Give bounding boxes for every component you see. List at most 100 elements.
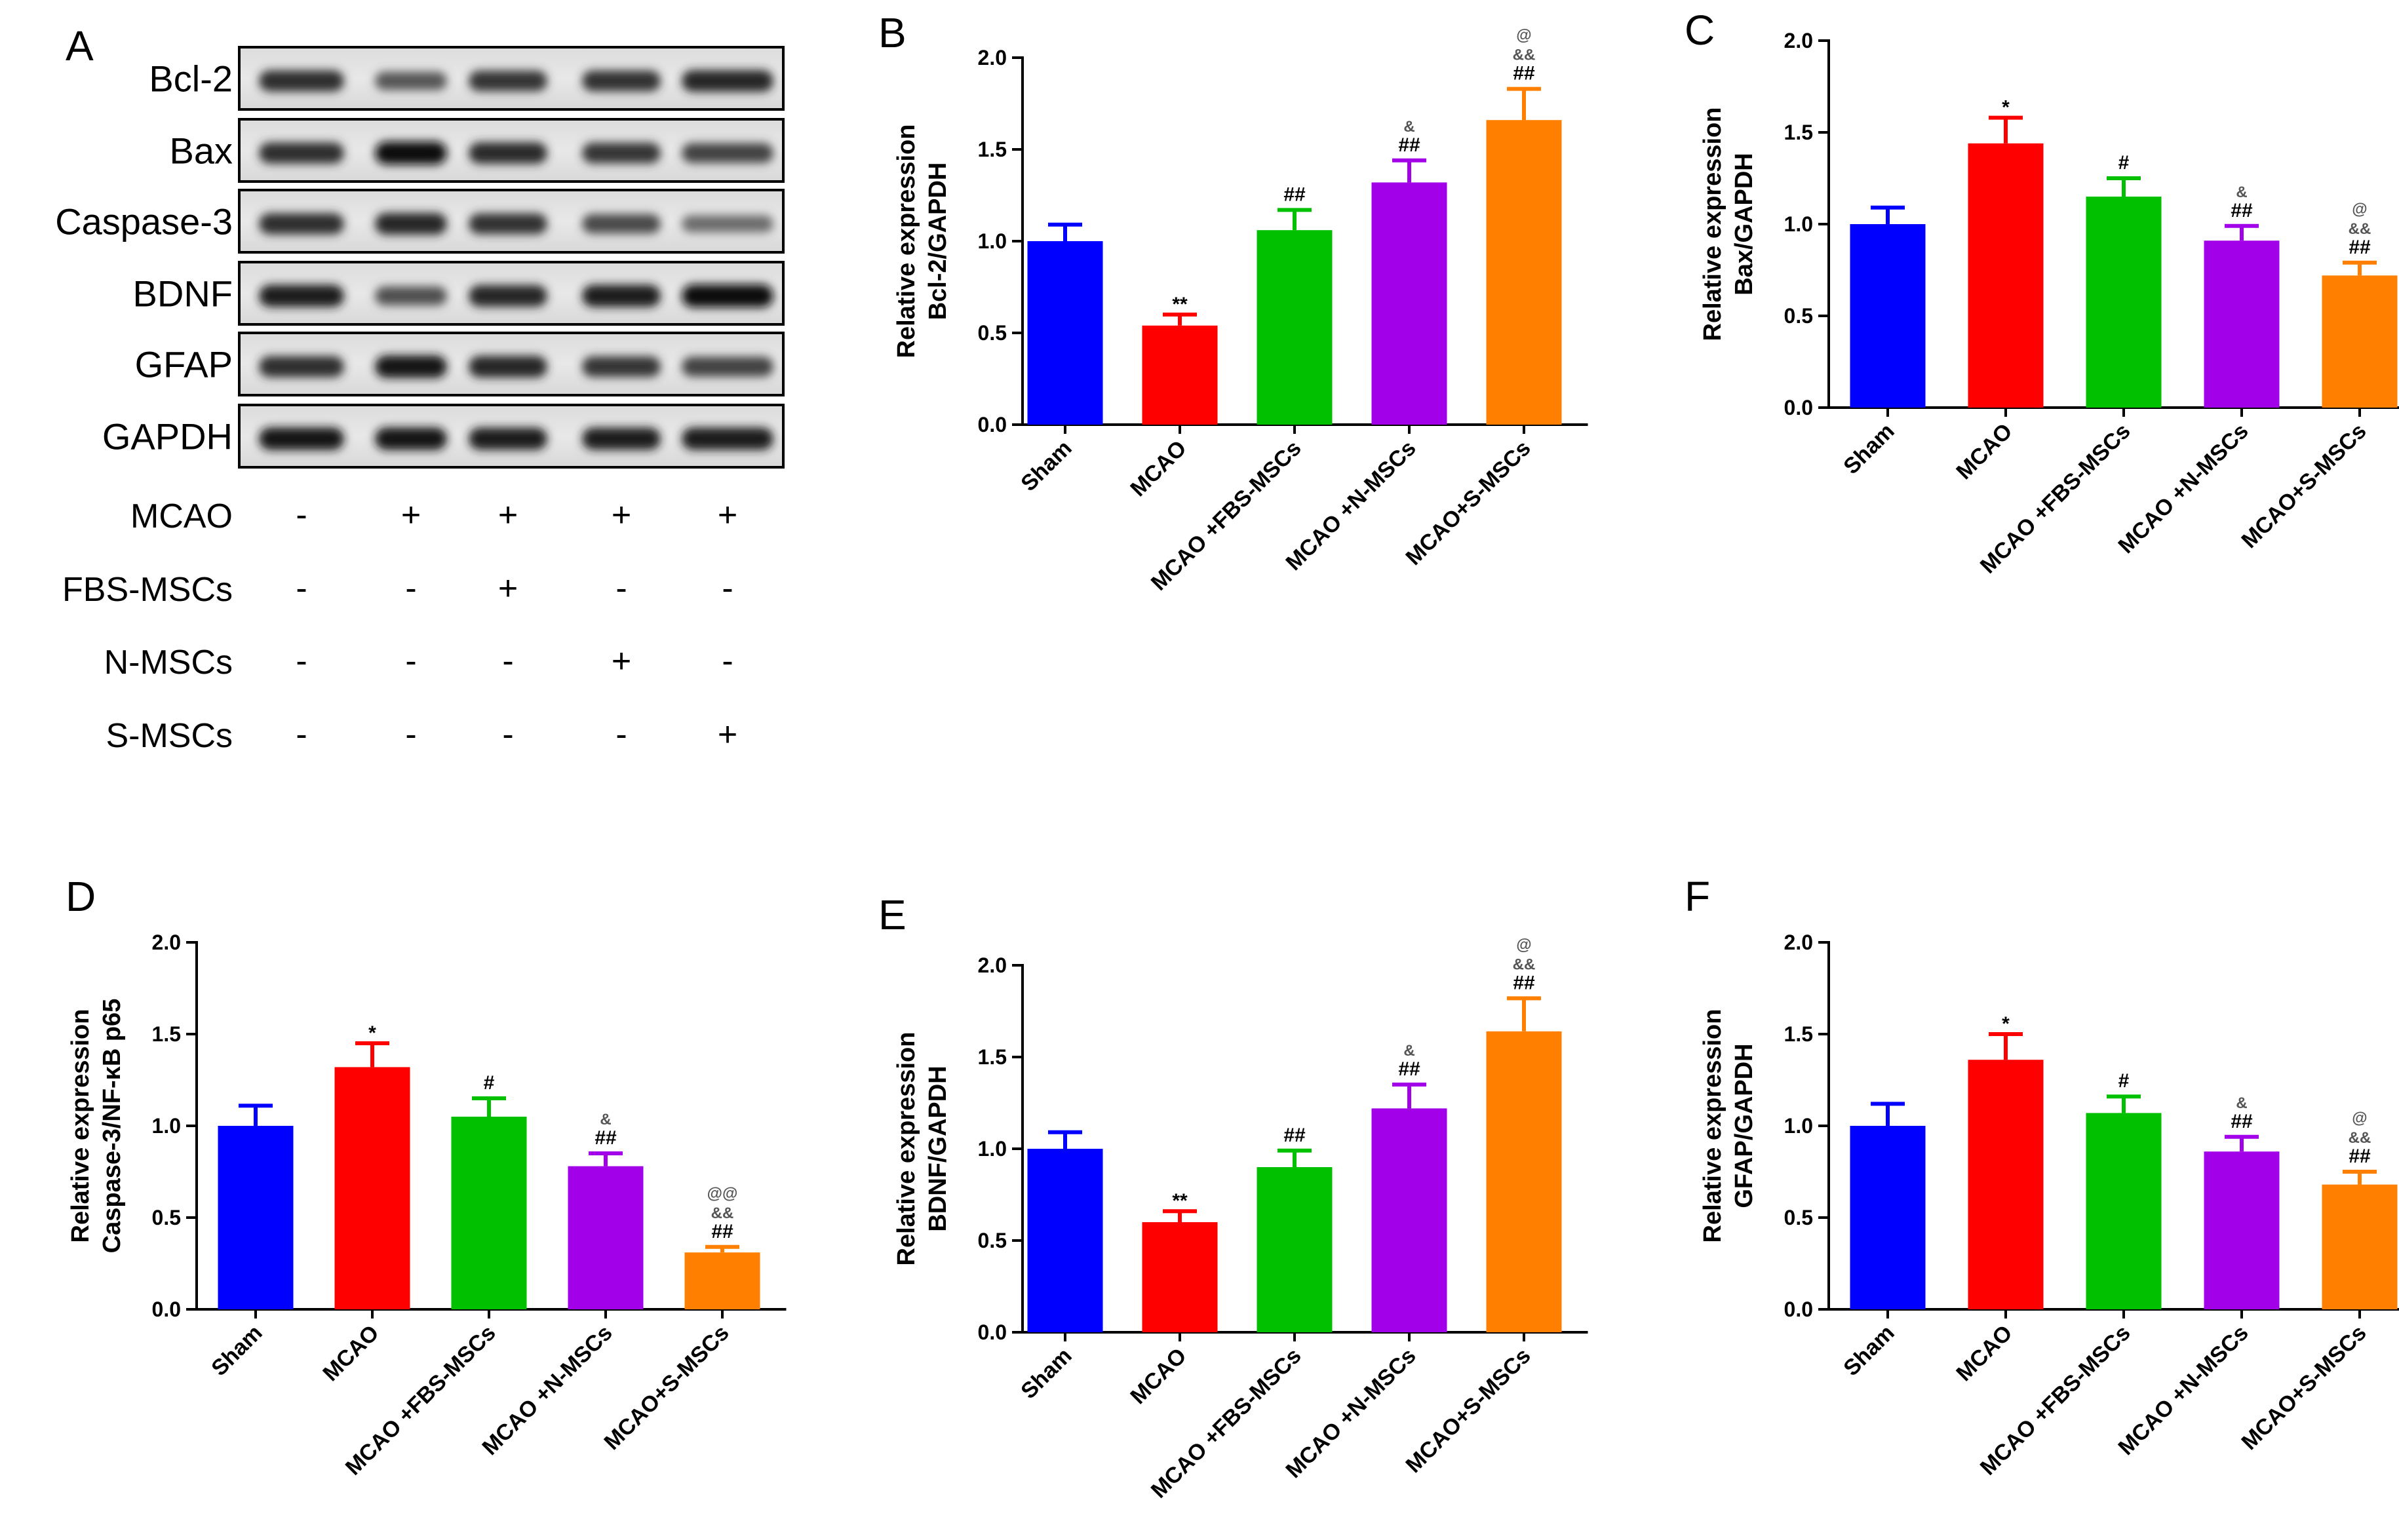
y-tick-label: 1.5 [152, 1022, 181, 1046]
panel-label: F [1685, 873, 1710, 920]
bar [1486, 1031, 1562, 1332]
bar-chart-c: C 0.0 0.5 1.0 1.5 2.0 Relative expression Bax/G… [1685, 7, 2399, 579]
x-tick-label: MCAO +N-MSCs [477, 1320, 617, 1460]
condition-sign: - [405, 569, 416, 607]
blot-band [682, 356, 773, 377]
y-tick-label: 0.0 [152, 1298, 181, 1321]
x-tick-label: MCAO [1951, 419, 2017, 484]
blot-band [682, 284, 773, 308]
significance-mark: ** [1172, 294, 1188, 315]
y-tick-label: 2.0 [1784, 931, 1813, 954]
significance-mark: ## [2349, 1145, 2371, 1167]
y-axis-label: Caspase-3/NF-κB p65 [98, 999, 126, 1254]
significance-mark: & [2236, 1094, 2247, 1112]
significance-mark: @ [1516, 936, 1531, 953]
bar [1027, 1149, 1103, 1332]
condition-sign: + [718, 716, 737, 754]
blot-band [682, 427, 773, 450]
condition-sign: - [296, 569, 307, 607]
protein-label: Caspase-3 [55, 201, 233, 242]
protein-label: BDNF [133, 273, 233, 315]
significance-mark: && [1513, 955, 1536, 973]
protein-label: Bax [170, 130, 233, 172]
blot-band [259, 356, 344, 377]
bar [334, 1067, 410, 1309]
bar [568, 1166, 644, 1309]
condition-sign: - [296, 496, 307, 534]
bar [1257, 230, 1333, 425]
condition-label: FBS-MSCs [62, 571, 233, 609]
bar [1257, 1167, 1333, 1332]
y-tick-label: 2.0 [978, 46, 1007, 69]
y-tick-label: 0.0 [978, 413, 1007, 436]
bar-chart-d: D 0.0 0.5 1.0 1.5 2.0 Relative expression Caspa… [66, 873, 787, 1480]
blot-band [469, 355, 547, 378]
condition-sign: - [296, 716, 307, 754]
protein-label: Bcl-2 [149, 58, 233, 100]
significance-mark: & [600, 1111, 611, 1128]
bar [451, 1117, 527, 1309]
blot-band [582, 214, 661, 234]
condition-sign: + [401, 496, 421, 534]
significance-mark: ## [1283, 183, 1306, 205]
condition-sign: - [722, 642, 733, 680]
y-axis-label: Relative expression [893, 125, 920, 358]
y-tick-label: 1.0 [978, 229, 1007, 253]
y-tick-label: 1.5 [1784, 121, 1813, 144]
significance-mark: && [2349, 220, 2371, 238]
bar [218, 1126, 294, 1309]
significance-mark: && [1513, 47, 1536, 64]
y-tick-label: 0.5 [1784, 304, 1813, 328]
bar [2204, 241, 2280, 408]
condition-label: S-MSCs [106, 717, 233, 755]
condition-sign: - [615, 716, 627, 754]
blot-band [375, 71, 447, 90]
y-tick-label: 0.5 [152, 1206, 181, 1229]
condition-sign: - [405, 716, 416, 754]
x-tick-label: MCAO +N-MSCs [2113, 419, 2253, 558]
blot-band [259, 284, 344, 307]
blot-band [375, 427, 447, 450]
significance-mark: ## [2231, 200, 2253, 221]
blot-band [582, 427, 661, 450]
blot-band [582, 142, 661, 164]
significance-mark: ## [711, 1221, 733, 1242]
condition-sign: - [502, 716, 513, 754]
significance-mark: ## [1283, 1125, 1306, 1146]
x-tick-label: MCAO [1125, 436, 1191, 501]
y-tick-label: 1.5 [978, 138, 1007, 161]
significance-mark: @ [1516, 27, 1531, 45]
blot-band [469, 284, 547, 307]
bar [1850, 224, 1926, 408]
y-tick-label: 0.5 [978, 1229, 1007, 1252]
significance-mark: ## [1513, 972, 1535, 993]
panel-label: B [878, 9, 907, 56]
bar [2086, 197, 2162, 408]
condition-sign: + [612, 496, 631, 534]
y-tick-label: 1.0 [1784, 1114, 1813, 1138]
x-tick-label: MCAO+S-MSCs [2236, 1320, 2371, 1455]
significance-mark: @@ [707, 1185, 738, 1203]
condition-sign: - [296, 642, 307, 680]
bar [1968, 1060, 2044, 1309]
y-tick-label: 2.0 [978, 953, 1007, 977]
blot-band [469, 213, 547, 235]
significance-mark: ## [595, 1127, 617, 1149]
y-tick-label: 0.0 [1784, 396, 1813, 419]
blot-band [582, 356, 661, 377]
significance-mark: # [2118, 152, 2130, 174]
panel-label: A [66, 22, 94, 69]
blot-band [582, 284, 661, 307]
x-tick-label: MCAO [1951, 1320, 2017, 1386]
bar [1142, 325, 1218, 425]
y-axis-label: BDNF/GAPDH [924, 1066, 952, 1231]
blot-band [375, 141, 447, 165]
significance-mark: ** [1172, 1190, 1188, 1212]
blot-band [682, 215, 773, 233]
x-tick-label: MCAO+S-MSCs [2236, 419, 2371, 553]
y-axis-label: GFAP/GAPDH [1730, 1043, 1758, 1208]
x-tick-label: MCAO+S-MSCs [1401, 436, 1535, 570]
y-tick-label: 1.0 [1784, 212, 1813, 236]
y-axis-label: Relative expression [893, 1032, 920, 1266]
panel-label: C [1685, 7, 1715, 54]
